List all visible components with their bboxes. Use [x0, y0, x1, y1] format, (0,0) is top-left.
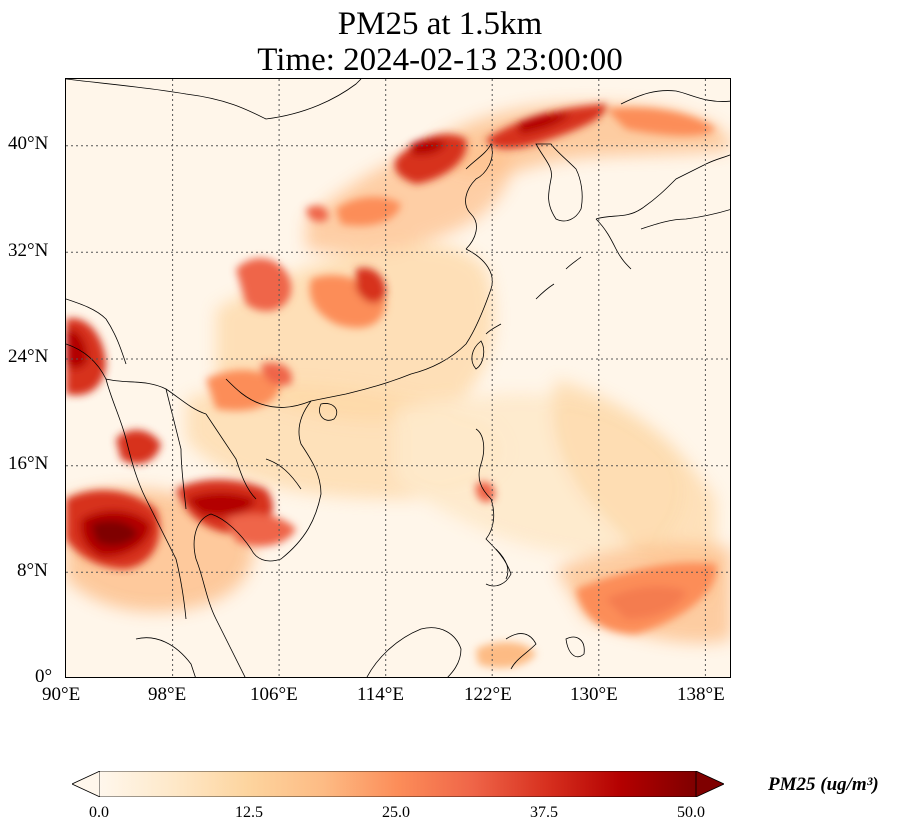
lat-tick-8n: 8°N	[17, 560, 48, 581]
colorbar-tick-0: 0.0	[89, 804, 109, 821]
title-line-1: PM25 at 1.5km	[337, 6, 543, 42]
coastlines	[66, 79, 730, 677]
colorbar-tick-3: 37.5	[530, 804, 558, 821]
colorbar-tick-4: 50.0	[677, 804, 705, 821]
lon-tick-138e: 138°E	[677, 684, 725, 705]
lat-tick-16n: 16°N	[8, 453, 49, 474]
lat-tick-40n: 40°N	[8, 133, 49, 154]
colorbar-graphic	[71, 770, 725, 798]
pm25-field	[66, 103, 730, 668]
map-panel[interactable]	[65, 78, 731, 678]
map-canvas	[66, 79, 730, 677]
lon-tick-98e: 98°E	[148, 684, 187, 705]
title-line-2: Time: 2024-02-13 23:00:00	[257, 42, 623, 78]
lon-tick-90e: 90°E	[42, 684, 81, 705]
lon-tick-130e: 130°E	[570, 684, 618, 705]
colorbar	[71, 770, 725, 798]
colorbar-tick-2: 25.0	[382, 804, 410, 821]
lon-tick-114e: 114°E	[357, 684, 404, 705]
lon-tick-106e: 106°E	[250, 684, 298, 705]
lon-tick-122e: 122°E	[464, 684, 512, 705]
plot-title: PM25 at 1.5km Time: 2024-02-13 23:00:00	[0, 6, 880, 78]
colorbar-label: PM25 (ug/m³)	[768, 774, 879, 795]
colorbar-tick-1: 12.5	[235, 804, 263, 821]
lat-tick-32n: 32°N	[8, 240, 49, 261]
gridlines	[66, 79, 730, 677]
lat-tick-0: 0°	[35, 666, 53, 687]
lat-tick-24n: 24°N	[8, 346, 49, 367]
